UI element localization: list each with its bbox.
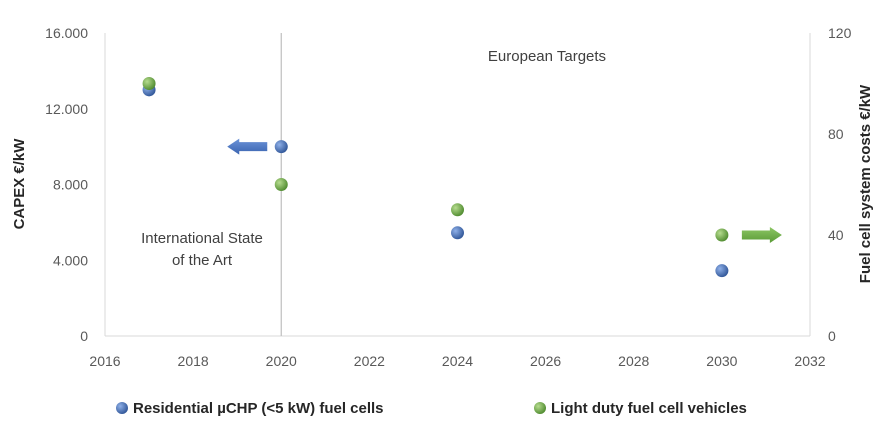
y-axis-left-ticks: 0 4.000 8.000 12.000 16.000 [45,25,88,344]
legend-marker-residential [116,402,128,414]
x-axis-ticks: 2016 2018 2020 2022 2024 2026 2028 2030 2032 [89,353,825,369]
legend-label-light-duty: Light duty fuel cell vehicles [551,400,747,417]
x-tick-label: 2022 [354,353,385,369]
legend: Residential µCHP (<5 kW) fuel cells Ligh… [116,400,747,417]
y-tick-label-right: 0 [828,328,836,344]
legend-marker-light-duty [534,402,546,414]
annotation-left-region-line-1: International State [141,230,263,247]
y-tick-label-left: 4.000 [53,252,88,268]
y-axis-right-ticks: 0 40 80 120 [828,25,852,344]
x-tick-label: 2018 [178,353,209,369]
x-tick-label: 2024 [442,353,473,369]
data-point-light-duty [451,203,464,217]
y-axis-left-title: CAPEX €/kW [11,138,28,230]
y-axis-right-title: Fuel cell system costs €/kW [857,84,874,283]
annotation-left-region-line-2: of the Art [172,252,233,269]
y-tick-label-left: 16.000 [45,25,88,41]
data-points [142,77,729,278]
y-tick-label-left: 12.000 [45,101,88,117]
y-tick-label-left: 0 [80,328,88,344]
data-point-residential [451,226,464,240]
annotation-right-region: European Targets [488,48,606,65]
plot-frame [104,33,811,337]
x-tick-label: 2020 [266,353,297,369]
x-tick-label: 2030 [706,353,737,369]
y-tick-label-left: 8.000 [53,177,88,193]
arrow-left-indicator [227,138,268,155]
x-tick-label: 2016 [89,353,120,369]
data-point-residential [715,264,729,278]
x-tick-label: 2028 [618,353,649,369]
x-tick-label: 2026 [530,353,561,369]
data-point-light-duty [274,178,288,191]
arrow-right-indicator [741,227,782,243]
data-point-residential [274,140,288,154]
data-point-light-duty [715,228,729,242]
legend-label-residential: Residential µCHP (<5 kW) fuel cells [133,400,384,417]
y-tick-label-right: 40 [828,227,844,243]
x-tick-label: 2032 [794,353,825,369]
y-tick-label-right: 120 [828,25,852,41]
data-point-light-duty [142,77,156,90]
y-tick-label-right: 80 [828,126,844,142]
arrows [227,138,782,243]
